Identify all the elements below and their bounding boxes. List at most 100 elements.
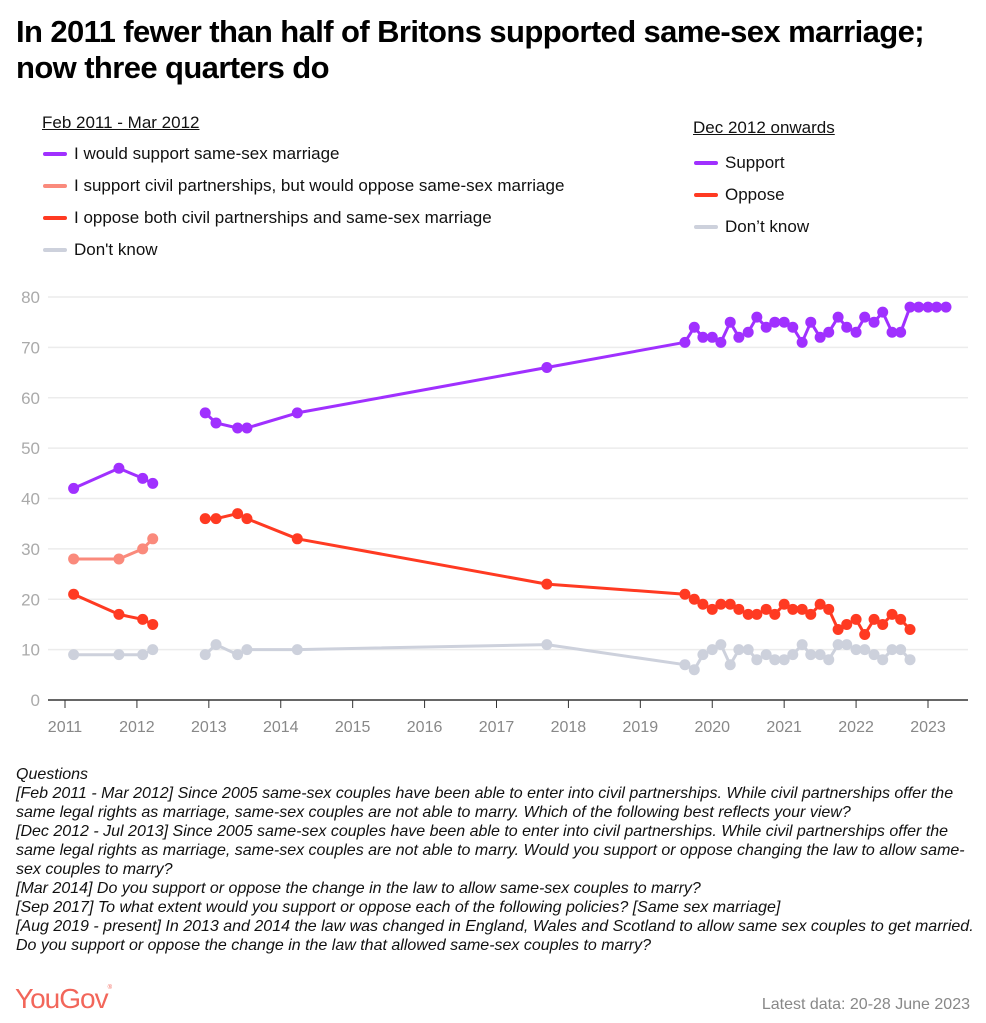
data-point xyxy=(823,603,835,615)
question-text: [Dec 2012 - Jul 2013] Since 2005 same-se… xyxy=(16,823,965,878)
data-point xyxy=(877,306,889,318)
series-line xyxy=(73,537,154,561)
data-point xyxy=(291,644,303,656)
data-point xyxy=(787,649,799,661)
series-line xyxy=(73,648,154,657)
data-point xyxy=(137,472,149,484)
data-point xyxy=(232,508,244,520)
y-tick-label: 40 xyxy=(21,490,40,509)
legend-swatch xyxy=(43,248,67,252)
data-point xyxy=(805,316,817,328)
data-point xyxy=(823,326,835,338)
legend-swatch xyxy=(694,225,718,229)
questions-heading: Questions xyxy=(16,766,89,783)
data-point xyxy=(724,598,736,610)
data-point xyxy=(841,639,853,651)
x-tick-label: 2022 xyxy=(838,719,874,736)
y-tick-label: 80 xyxy=(21,288,40,307)
data-point xyxy=(877,618,889,630)
data-point xyxy=(715,639,727,651)
data-point xyxy=(796,336,808,348)
data-point xyxy=(724,316,736,328)
y-tick-label: 50 xyxy=(21,439,40,458)
y-tick-label: 60 xyxy=(21,389,40,408)
data-point xyxy=(199,649,211,661)
question-text: [Sep 2017] To what extent would you supp… xyxy=(16,899,781,916)
data-point xyxy=(113,462,125,474)
data-point xyxy=(931,301,943,313)
x-tick-label: 2015 xyxy=(335,719,371,736)
yougov-logo[interactable]: YouGov® xyxy=(15,983,112,1015)
data-point xyxy=(922,301,934,313)
data-point xyxy=(210,513,222,525)
data-point xyxy=(291,533,303,545)
data-point xyxy=(850,613,862,625)
data-point xyxy=(733,603,745,615)
data-point xyxy=(823,654,835,666)
data-point xyxy=(769,654,781,666)
data-point xyxy=(769,316,781,328)
data-point xyxy=(210,639,222,651)
data-point xyxy=(751,654,763,666)
data-point xyxy=(760,649,772,661)
x-tick-label: 2013 xyxy=(191,719,227,736)
data-point xyxy=(760,321,772,333)
data-point xyxy=(904,301,916,313)
legend-label: Support xyxy=(725,153,785,172)
data-point xyxy=(778,598,790,610)
data-point xyxy=(814,598,826,610)
series-line xyxy=(72,466,154,490)
data-point xyxy=(733,331,745,343)
y-tick-label: 20 xyxy=(21,590,40,609)
legend-item: Oppose xyxy=(693,179,835,211)
data-point xyxy=(679,336,691,348)
latest-data-note: Latest data: 20-28 June 2023 xyxy=(761,996,970,1013)
data-point xyxy=(859,644,871,656)
data-point xyxy=(232,422,244,434)
data-point xyxy=(241,513,253,525)
legend-item: Don't know xyxy=(42,234,564,266)
data-point xyxy=(895,644,907,656)
x-tick-label: 2021 xyxy=(766,719,802,736)
data-point xyxy=(832,311,844,323)
series-line xyxy=(205,512,912,636)
data-point xyxy=(232,649,244,661)
data-point xyxy=(706,331,718,343)
x-tick-label: 2023 xyxy=(910,719,946,736)
data-point xyxy=(886,644,898,656)
data-point xyxy=(697,331,709,343)
x-tick-label: 2011 xyxy=(48,719,83,736)
data-point xyxy=(850,326,862,338)
data-point xyxy=(814,649,826,661)
legend-item: Don’t know xyxy=(693,211,835,243)
question-text: [Feb 2011 - Mar 2012] Since 2005 same-se… xyxy=(16,785,954,821)
data-point xyxy=(868,316,880,328)
series-line xyxy=(204,305,946,430)
data-point xyxy=(859,629,871,641)
legend-swatch xyxy=(694,193,718,197)
legend-item: Support xyxy=(693,147,835,179)
x-tick-label: 2012 xyxy=(119,719,155,736)
question-text: [Aug 2019 - present] In 2013 and 2014 th… xyxy=(16,918,974,954)
legend-label: I support civil partnerships, but would … xyxy=(74,176,565,195)
data-point xyxy=(210,417,222,429)
legend-early-heading: Feb 2011 - Mar 2012 xyxy=(42,113,200,132)
x-tick-label: 2018 xyxy=(551,719,587,736)
x-tick-label: 2017 xyxy=(479,719,515,736)
legend-swatch xyxy=(43,152,67,156)
data-point xyxy=(850,644,862,656)
data-point xyxy=(805,649,817,661)
y-tick-label: 10 xyxy=(21,641,40,660)
data-point xyxy=(778,654,790,666)
data-point xyxy=(742,326,754,338)
data-point xyxy=(868,613,880,625)
data-point xyxy=(724,659,736,671)
data-point xyxy=(841,321,853,333)
data-point xyxy=(541,639,553,651)
data-point xyxy=(113,649,125,661)
y-tick-label: 30 xyxy=(21,540,40,559)
data-point xyxy=(886,608,898,620)
data-point xyxy=(147,533,159,545)
legend-swatch xyxy=(694,161,718,165)
data-point xyxy=(68,649,80,661)
